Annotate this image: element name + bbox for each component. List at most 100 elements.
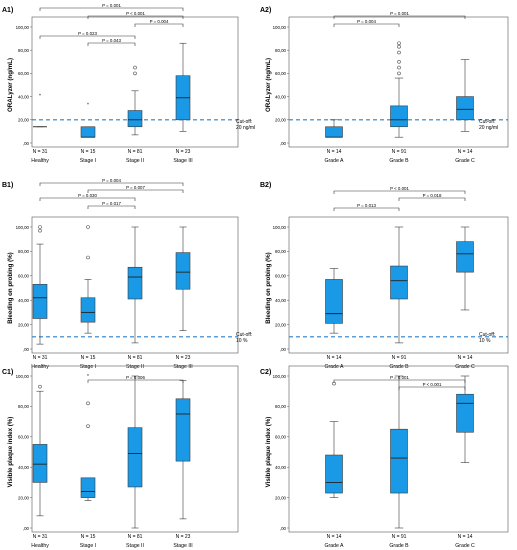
p-value-label: P = 0.023: [78, 31, 97, 36]
box-group: * N = 15 Stage I: [80, 374, 96, 549]
n-label: N = 15: [81, 355, 96, 361]
significance-bracket: P = 0.004: [134, 19, 184, 27]
n-label: N = 14: [458, 355, 473, 361]
y-tick-label: 20,00: [18, 322, 30, 327]
category-label: Stage III: [173, 543, 192, 549]
bracket-line: [87, 42, 136, 46]
y-tick-label: 60,00: [18, 71, 30, 76]
bracket-line: [39, 182, 184, 186]
significance-bracket: P = 0.030: [39, 193, 136, 201]
n-label: N = 91: [392, 149, 407, 155]
box-group: N = 81 Stage II: [126, 226, 144, 370]
n-label: N = 81: [128, 355, 143, 361]
bracket-line: [333, 207, 400, 211]
significance-bracket: P = 0.018: [398, 193, 466, 201]
significance-bracket: P = 0.001: [333, 375, 466, 383]
box-group: N = 81 Stage II: [126, 375, 144, 549]
cutoff-label: Cut-off:: [479, 119, 495, 125]
y-axis-label: ORALyzer (ng/mL): [265, 58, 272, 112]
n-label: N = 23: [176, 355, 191, 361]
y-tick-label: 80,00: [275, 404, 287, 409]
box-iqr: [390, 265, 408, 300]
box-iqr: [325, 279, 343, 324]
p-value-label: P < 0.001: [126, 11, 145, 16]
outlier-point: [86, 424, 90, 428]
significance-bracket: P < 0.001: [398, 382, 466, 390]
y-tick-label: 40,00: [275, 298, 287, 303]
panel-label: B1): [2, 182, 13, 189]
box-group: N = 14 Grade A: [324, 268, 344, 370]
n-label: N = 14: [327, 149, 342, 155]
p-value-label: P = 0.004: [357, 19, 376, 24]
box-iqr: [390, 428, 408, 494]
y-tick-label: 20,00: [275, 118, 287, 123]
y-tick-label: 20,00: [18, 118, 30, 123]
y-axis-label: ORALyzer (ng/mL): [7, 58, 14, 112]
category-label: Grade B: [389, 158, 409, 164]
n-label: N = 31: [33, 534, 48, 540]
outlier-point: [133, 71, 137, 76]
y-tick-label: ,00: [280, 347, 287, 352]
n-label: N = 81: [128, 534, 143, 540]
y-axis-label: Bleeding on probing (%): [7, 252, 14, 324]
n-label: N = 14: [327, 534, 342, 540]
significance-bracket: P = 0.004: [333, 19, 400, 27]
box-group: N = 23 Stage III: [173, 42, 193, 164]
category-label: Stage III: [173, 158, 192, 164]
outlier-point: [86, 255, 90, 260]
outlier-point: [86, 401, 90, 406]
bracket-line: [87, 379, 184, 383]
y-tick-label: 60,00: [275, 71, 287, 76]
category-label: Stage I: [80, 543, 96, 549]
significance-bracket: P = 0.006: [87, 375, 184, 383]
box-group: N = 91 Grade B: [389, 226, 409, 370]
cutoff-label: 20 ng/ml: [479, 125, 498, 131]
category-label: Grade A: [324, 364, 344, 370]
panel-label: C2): [260, 369, 271, 376]
n-label: N = 15: [81, 534, 96, 540]
outlier-point: [38, 384, 42, 389]
cutoff-label: 20 ng/ml: [236, 125, 255, 131]
bracket-line: [333, 15, 466, 19]
category-label: Healthy: [31, 364, 49, 370]
significance-bracket: P < 0.001: [333, 186, 466, 194]
plot-frame: [31, 365, 239, 533]
box-iqr: [175, 398, 191, 462]
p-value-label: P = 0.001: [102, 3, 121, 8]
bracket-line: [39, 7, 184, 11]
y-tick-label: 40,00: [18, 298, 30, 303]
p-value-label: P < 0.001: [423, 382, 442, 387]
outlier-point: [397, 59, 401, 64]
significance-bracket: P = 0.007: [87, 185, 184, 193]
box-iqr: [80, 477, 96, 498]
n-label: N = 23: [176, 149, 191, 155]
y-axis-label: Visible plaque index (%): [7, 417, 14, 488]
significance-bracket: P < 0.001: [87, 11, 184, 19]
n-label: N = 81: [128, 149, 143, 155]
box-group: N = 14 Grade A: [324, 119, 344, 164]
category-label: Grade B: [389, 543, 409, 549]
y-axis-label: Bleeding on probing (%): [265, 252, 272, 324]
bracket-line: [87, 15, 184, 19]
plot-frame: [288, 365, 509, 533]
box-iqr: [80, 126, 96, 138]
n-label: N = 23: [176, 534, 191, 540]
n-label: N = 91: [392, 355, 407, 361]
box-group: N = 15 Stage I: [80, 225, 96, 370]
bracket-line: [333, 190, 466, 194]
outlier-point: [133, 65, 137, 70]
bracket-line: [333, 379, 466, 383]
p-value-label: P = 0.013: [357, 203, 376, 208]
box-iqr: [175, 75, 191, 121]
y-tick-label: 20,00: [18, 495, 30, 500]
panel-label: A2): [260, 7, 271, 14]
n-label: N = 15: [81, 149, 96, 155]
significance-bracket: P = 0.001: [333, 11, 466, 19]
p-value-label: P = 0.001: [390, 11, 409, 16]
n-label: N = 31: [33, 355, 48, 361]
y-tick-label: 60,00: [18, 435, 30, 440]
